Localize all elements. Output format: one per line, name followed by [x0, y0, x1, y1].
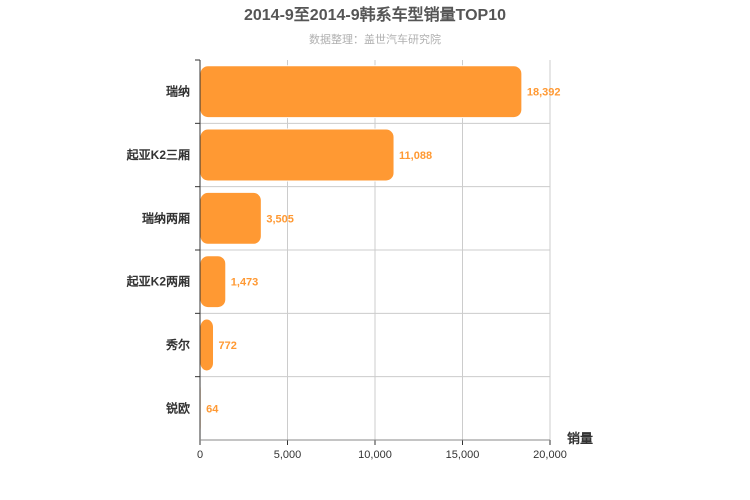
x-tick-label: 5,000	[274, 449, 302, 461]
data-label: 3,505	[266, 213, 294, 225]
data-label: 1,473	[231, 277, 259, 289]
chart-subtitle: 数据整理：盖世汽车研究院	[309, 32, 441, 46]
data-label: 18,392	[527, 87, 561, 99]
bar-1	[199, 65, 523, 119]
category-label: 秀尔	[165, 337, 190, 352]
category-label: 起亚K2两厢	[126, 274, 190, 289]
x-tick-label: 0	[197, 449, 203, 461]
category-label: 瑞纳	[166, 84, 190, 99]
x-tick-label: 10,000	[358, 449, 392, 461]
x-tick-label: 20,000	[533, 449, 567, 461]
data-label: 772	[219, 340, 237, 352]
x-axis-title: 销量	[567, 431, 593, 446]
data-label: 64	[206, 403, 219, 415]
bar-2	[199, 128, 395, 182]
bar-5	[199, 318, 215, 372]
bars-group: 18,392 11,088 3,505 1,473 772 64	[199, 65, 561, 435]
category-label: 锐欧	[166, 400, 190, 415]
chart-title: 2014-9至2014-9韩系车型销量TOP10	[244, 5, 506, 24]
x-tick-label: 15,000	[446, 449, 480, 461]
axes-group: 0 5,000 10,000 15,000 20,000 瑞纳起亚K2三厢瑞纳两厢起亚K2…	[126, 59, 567, 461]
grid-lines	[200, 60, 551, 440]
category-label: 瑞纳两厢	[142, 210, 190, 225]
category-label: 起亚K2三厢	[126, 147, 190, 162]
bar-4	[199, 255, 227, 309]
bar-3	[199, 191, 262, 245]
data-label: 11,088	[399, 150, 432, 162]
